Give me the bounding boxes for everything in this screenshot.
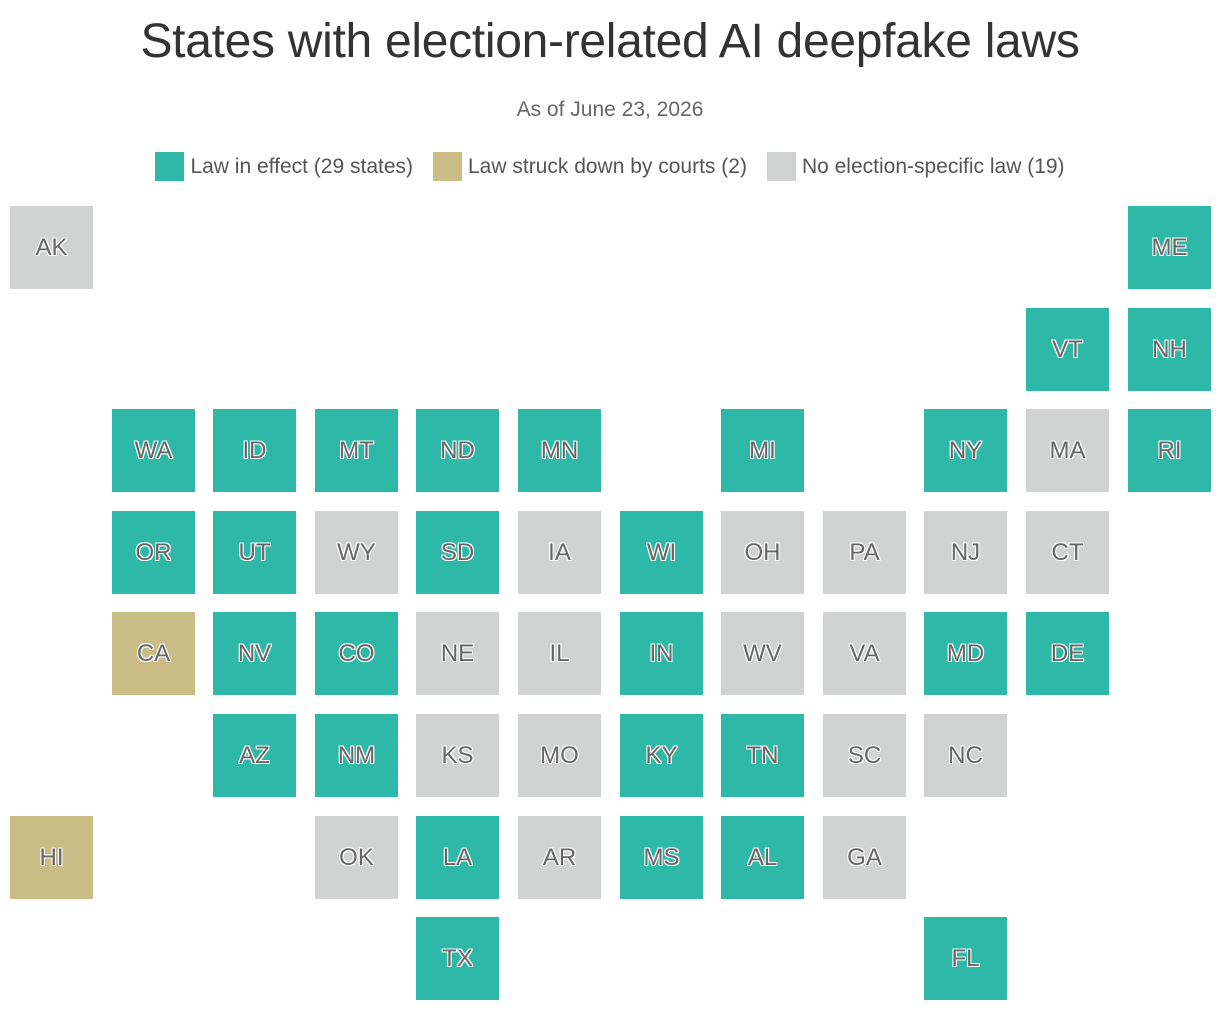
legend-item-struck: Law struck down by courts (2)	[433, 152, 747, 181]
state-tile-fl: FL	[924, 917, 1007, 1000]
state-tile-ak: AK	[10, 206, 93, 289]
state-tile-oh: OH	[721, 511, 804, 594]
state-tile-va: VA	[823, 612, 906, 695]
state-tile-wa: WA	[112, 409, 195, 492]
state-tile-hi: HI	[10, 816, 93, 899]
state-tile-nv: NV	[213, 612, 296, 695]
state-tile-nm: NM	[315, 714, 398, 797]
state-tile-pa: PA	[823, 511, 906, 594]
state-tile-or: OR	[112, 511, 195, 594]
state-tile-in: IN	[620, 612, 703, 695]
state-tile-nd: ND	[416, 409, 499, 492]
legend-swatch-effect	[155, 152, 185, 181]
state-tile-ca: CA	[112, 612, 195, 695]
state-tile-wy: WY	[315, 511, 398, 594]
map-subtitle: As of June 23, 2026	[516, 98, 704, 121]
state-tile-ga: GA	[823, 816, 906, 899]
state-tile-id: ID	[213, 409, 296, 492]
state-tile-nc: NC	[924, 714, 1007, 797]
state-tile-mn: MN	[518, 409, 601, 492]
state-tile-ne: NE	[416, 612, 499, 695]
state-tile-co: CO	[315, 612, 398, 695]
state-tile-vt: VT	[1026, 308, 1109, 391]
state-tile-az: AZ	[213, 714, 296, 797]
state-tile-ks: KS	[416, 714, 499, 797]
state-tile-ok: OK	[315, 816, 398, 899]
state-tile-al: AL	[721, 816, 804, 899]
state-tile-ms: MS	[620, 816, 703, 899]
state-tile-wv: WV	[721, 612, 804, 695]
state-tile-tn: TN	[721, 714, 804, 797]
state-tile-sc: SC	[823, 714, 906, 797]
legend-label-none: No election-specific law (19)	[801, 154, 1065, 178]
state-tile-ny: NY	[924, 409, 1007, 492]
legend: Law in effect (29 states) Law struck dow…	[0, 152, 1220, 181]
state-tile-wi: WI	[620, 511, 703, 594]
state-tile-de: DE	[1026, 612, 1109, 695]
state-tile-ia: IA	[518, 511, 601, 594]
state-tile-md: MD	[924, 612, 1007, 695]
state-tile-ct: CT	[1026, 511, 1109, 594]
state-tile-ri: RI	[1128, 409, 1211, 492]
state-tile-il: IL	[518, 612, 601, 695]
state-tile-ut: UT	[213, 511, 296, 594]
state-tile-tx: TX	[416, 917, 499, 1000]
state-tile-ky: KY	[620, 714, 703, 797]
legend-item-none: No election-specific law (19)	[766, 152, 1065, 181]
state-tile-nh: NH	[1128, 308, 1211, 391]
legend-item-effect: Law in effect (29 states)	[155, 152, 413, 181]
state-tile-mo: MO	[518, 714, 601, 797]
state-tile-mt: MT	[315, 409, 398, 492]
state-tile-la: LA	[416, 816, 499, 899]
legend-swatch-struck	[433, 152, 462, 181]
state-tile-sd: SD	[416, 511, 499, 594]
state-tile-nj: NJ	[924, 511, 1007, 594]
state-tile-ar: AR	[518, 816, 601, 899]
state-tile-ma: MA	[1026, 409, 1109, 492]
legend-swatch-none	[766, 152, 796, 181]
state-tile-mi: MI	[721, 409, 804, 492]
map-title: States with election-related AI deepfake…	[140, 15, 1080, 68]
legend-label-struck: Law struck down by courts (2)	[468, 154, 747, 178]
state-tile-me: ME	[1128, 206, 1211, 289]
legend-label-effect: Law in effect (29 states)	[190, 154, 413, 178]
